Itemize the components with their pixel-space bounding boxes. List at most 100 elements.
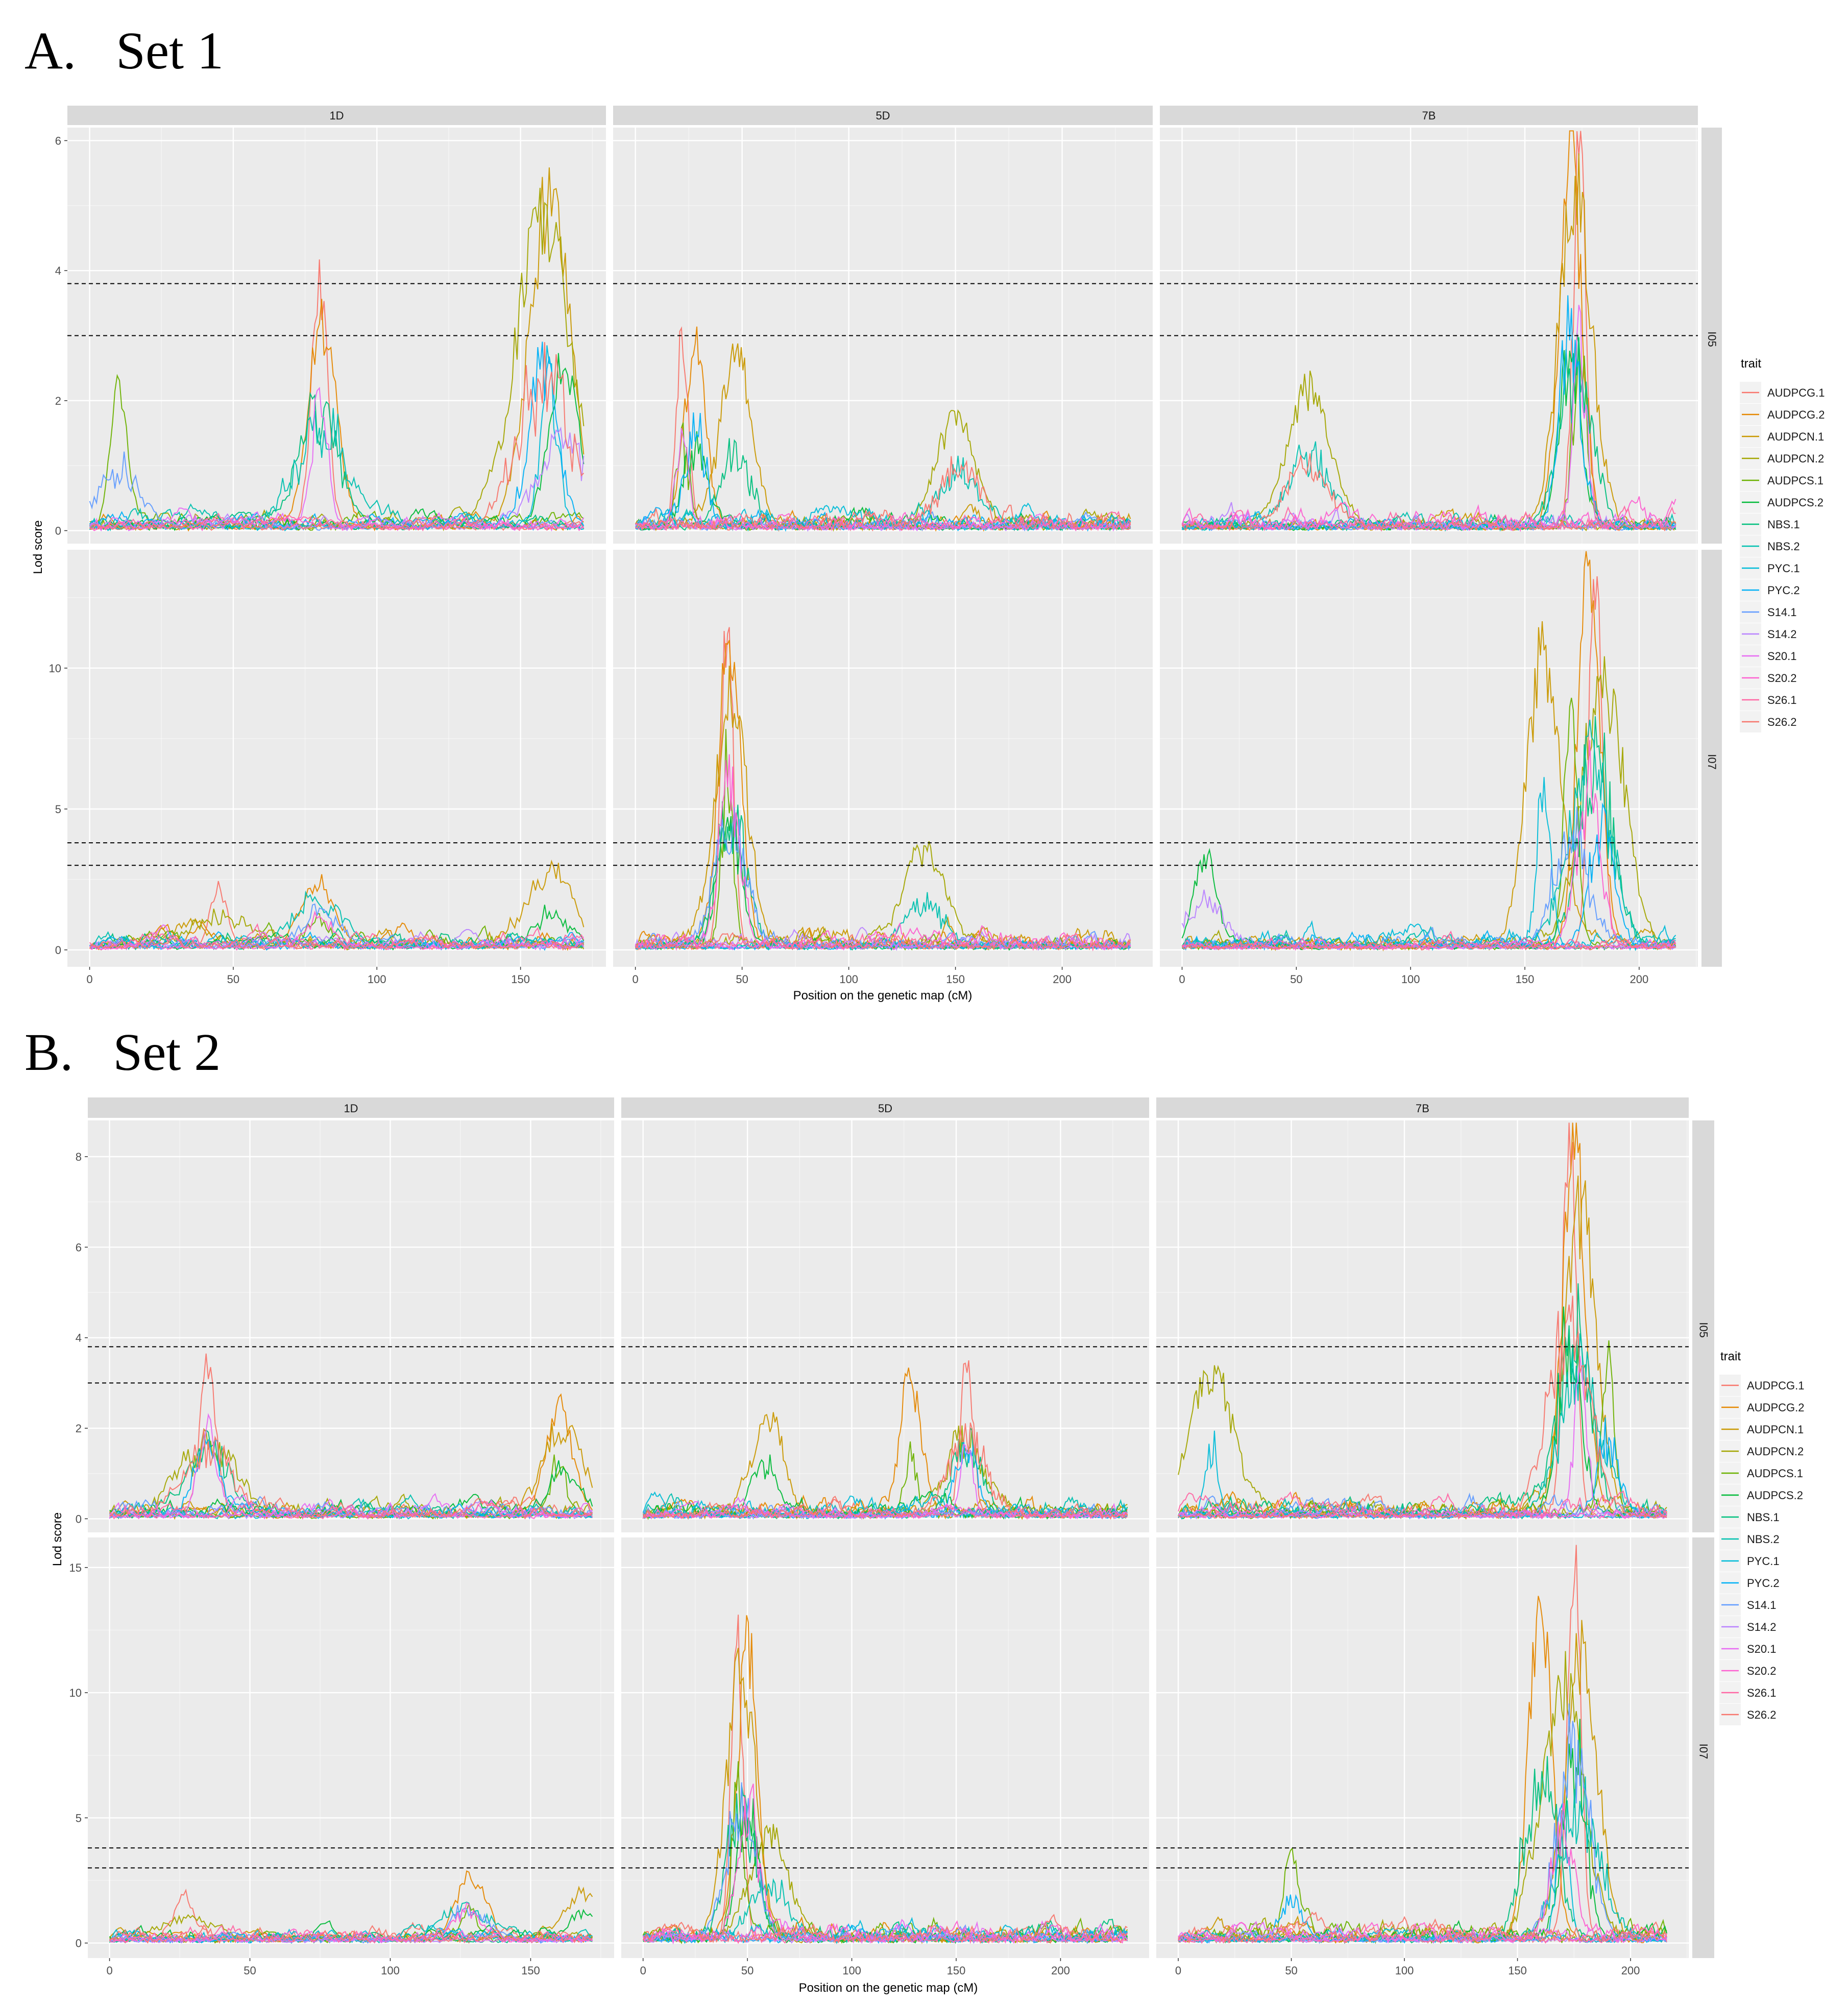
legend-label: PYC.2 <box>1767 584 1800 597</box>
legend-label: PYC.1 <box>1767 562 1800 575</box>
y-tick-label: 2 <box>76 1422 82 1435</box>
row-strip-label: I05 <box>1706 331 1718 347</box>
x-tick-label: 50 <box>227 973 239 986</box>
series-line-S20.1 <box>89 924 584 951</box>
series-line-AUDPCG.1 <box>109 1889 593 1944</box>
series-line-PYC.2 <box>89 341 585 530</box>
y-tick-label: 4 <box>76 1332 82 1345</box>
series-line-S20.2 <box>89 910 585 951</box>
legend-title: trait <box>1741 357 1761 371</box>
row-strip-I05 <box>1692 1120 1714 1532</box>
legend-label: S20.2 <box>1767 672 1797 685</box>
legend-label: AUDPCN.1 <box>1767 430 1824 443</box>
legend: trait AUDPCG.1 AUDPCG.2 AUDPCN.1 AUDPCN.2 AUD… <box>1719 1350 1804 1725</box>
row-strip-I05 <box>1701 128 1722 544</box>
legend-label: NBS.2 <box>1767 540 1800 553</box>
y-tick-label: 0 <box>55 944 61 957</box>
row-strip-label: I07 <box>1706 754 1718 770</box>
x-tick-label: 100 <box>381 1964 400 1977</box>
series-line-S20.1 <box>635 937 1131 951</box>
series-line-S26.2 <box>635 932 1131 950</box>
series-line-S20.2 <box>635 754 1131 951</box>
legend-label: S14.2 <box>1767 628 1797 641</box>
legend-label: NBS.1 <box>1767 518 1800 531</box>
series-line-S26.2 <box>1181 453 1676 531</box>
legend-label: PYC.2 <box>1747 1577 1780 1590</box>
series-line-S14.1 <box>1182 807 1676 951</box>
facet-panel-5D-I07: 0 50 100 150 200 <box>613 550 1153 986</box>
series-line-S20.1 <box>1182 939 1676 950</box>
legend-label: S14.2 <box>1747 1621 1777 1633</box>
legend-label: AUDPCS.2 <box>1747 1489 1803 1502</box>
series-line-S26.2 <box>1181 939 1676 951</box>
panel-title-a: Set 1 <box>116 21 224 80</box>
x-tick-label: 200 <box>1053 973 1072 986</box>
series-line-PYC.1 <box>1181 777 1676 951</box>
x-tick-label: 100 <box>842 1964 861 1977</box>
x-tick-label: 0 <box>106 1964 112 1977</box>
legend-label: S26.2 <box>1747 1708 1777 1721</box>
legend-label: NBS.2 <box>1747 1533 1780 1546</box>
column-strip-7B <box>1160 106 1698 125</box>
x-axis-title: Position on the genetic map (cM) <box>793 989 972 1003</box>
facet-panel-7B-I05 <box>1160 128 1698 544</box>
x-tick-label: 200 <box>1630 973 1648 986</box>
legend-label: AUDPCG.2 <box>1767 408 1825 421</box>
x-tick-label: 200 <box>1621 1964 1640 1977</box>
series-line-S20.2 <box>1178 1507 1667 1520</box>
panel-label-b: B. <box>25 1023 74 1082</box>
panel-background <box>88 1120 614 1532</box>
series-line-S26.1 <box>1178 1929 1667 1944</box>
legend: trait AUDPCG.1 AUDPCG.2 AUDPCN.1 AUDPCN.2 AUD… <box>1740 357 1825 732</box>
column-strip-label: 5D <box>876 109 890 122</box>
y-tick-label: 4 <box>55 264 61 277</box>
facet-panel-1D-I05: 0 2 4 6 8 <box>76 1120 614 1532</box>
series-line-S26.2 <box>635 456 1131 531</box>
series-line-S20.1 <box>1178 1920 1667 1944</box>
column-strip-label: 1D <box>329 109 344 122</box>
x-tick-label: 100 <box>1401 973 1420 986</box>
series-line-S20.2 <box>109 1506 593 1520</box>
panel-background <box>1160 550 1698 967</box>
panel-background <box>88 1537 614 1958</box>
x-tick-label: 0 <box>1179 973 1185 986</box>
x-tick-label: 100 <box>368 973 386 986</box>
legend-title: trait <box>1720 1350 1741 1363</box>
x-tick-label: 150 <box>1508 1964 1527 1977</box>
panel-background <box>613 550 1153 967</box>
panel-title-b: Set 2 <box>113 1023 221 1082</box>
series-line-S20.2 <box>643 1503 1128 1520</box>
y-tick-label: 10 <box>69 1687 82 1699</box>
set-1-heading: A. Set 1 <box>25 25 224 78</box>
y-tick-label: 0 <box>55 525 61 537</box>
y-tick-label: 2 <box>55 395 61 407</box>
x-tick-label: 0 <box>86 973 92 986</box>
facet-panel-5D-I05 <box>621 1120 1149 1532</box>
series-line-S26.1 <box>635 932 1131 951</box>
legend-label: AUDPCG.1 <box>1747 1379 1804 1392</box>
legend-label: S20.2 <box>1747 1665 1777 1677</box>
series-line-S20.1 <box>89 386 585 532</box>
y-tick-label: 10 <box>49 662 61 675</box>
legend-label: AUDPCG.1 <box>1767 386 1825 399</box>
panel-background <box>621 1120 1149 1532</box>
panel-background <box>621 1537 1149 1958</box>
x-tick-label: 150 <box>946 973 965 986</box>
column-strip-1D <box>67 106 606 125</box>
legend-label: S14.1 <box>1747 1599 1777 1611</box>
x-tick-label: 200 <box>1051 1964 1070 1977</box>
series-line-AUDPCG.2 <box>642 1615 1128 1944</box>
series-line-S26.1 <box>109 1924 593 1944</box>
column-strip-7B <box>1156 1097 1689 1118</box>
row-strip-I07 <box>1701 550 1722 967</box>
series-line-S26.2 <box>642 1422 1128 1520</box>
legend-label: AUDPCG.2 <box>1747 1401 1804 1414</box>
series-line-S26.1 <box>89 923 585 951</box>
legend-label: AUDPCS.1 <box>1747 1467 1803 1480</box>
legend-label: AUDPCS.2 <box>1767 496 1823 509</box>
row-strip-label: I07 <box>1697 1744 1710 1759</box>
row-strip-label: I05 <box>1697 1322 1710 1338</box>
series-line-S26.1 <box>642 1507 1128 1520</box>
